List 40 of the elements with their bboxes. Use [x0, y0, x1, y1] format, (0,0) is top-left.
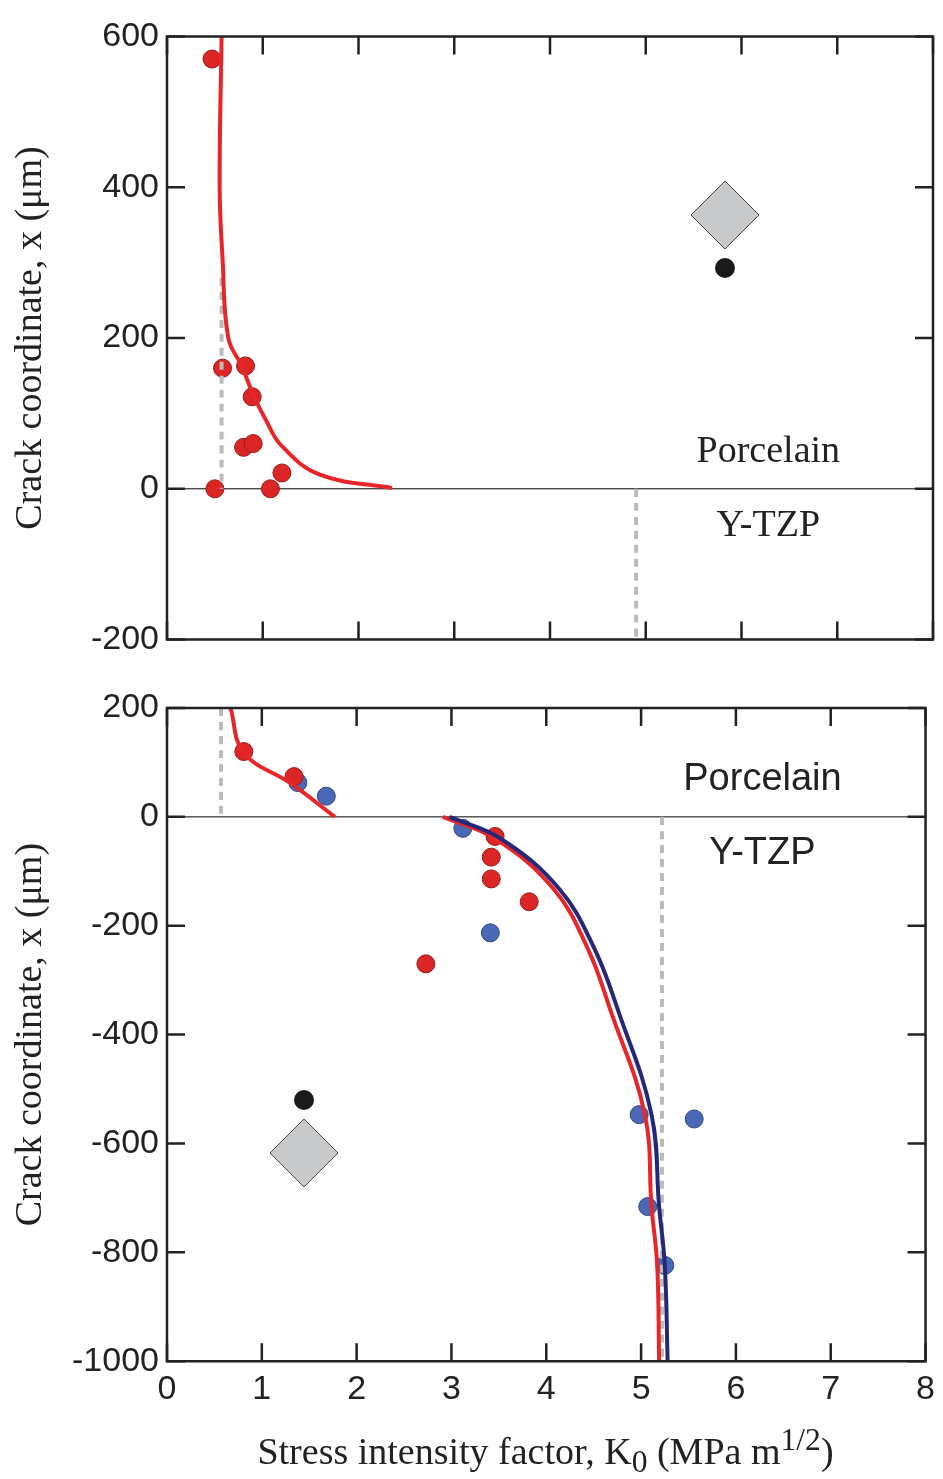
x-tick-label: 4 [536, 1367, 556, 1406]
point [202, 49, 222, 69]
x-tick-label: 7 [821, 1367, 841, 1406]
line-series [228, 708, 337, 819]
annotation: Porcelain [683, 756, 842, 799]
point [481, 869, 501, 889]
y-tick-label: -600 [90, 1121, 159, 1160]
x-tick-label: 3 [441, 1367, 461, 1406]
point [519, 892, 539, 912]
x-tick-label: 5 [631, 1367, 651, 1406]
y-axis-title: Crack coordinate, x (μm) [6, 842, 50, 1227]
y-tick-label: 600 [102, 14, 159, 53]
annotation: Porcelain [696, 427, 841, 470]
y-axis-title: Crack coordinate, x (μm) [6, 146, 50, 530]
point [260, 479, 280, 499]
y-tick-label: 0 [140, 795, 159, 834]
point [481, 847, 501, 867]
point [243, 434, 263, 454]
point [316, 786, 336, 806]
point [272, 463, 292, 483]
y-tick-label: 200 [102, 316, 159, 355]
point [684, 1109, 704, 1129]
annotation: Y-TZP [716, 501, 821, 544]
y-tick-label: -200 [90, 904, 159, 943]
annotation: Y-TZP [709, 830, 816, 873]
point [480, 923, 500, 943]
x-tick-label: 6 [726, 1367, 746, 1406]
x-tick-label: 1 [252, 1367, 272, 1406]
x-tick-label: 8 [916, 1367, 936, 1406]
y-tick-label: 200 [102, 686, 159, 725]
point [205, 479, 225, 499]
x-axis-title: Stress intensity factor, K$_{0}$ (MPa m$^{1/2}$) [256, 1422, 835, 1479]
x-tick-label: 2 [347, 1367, 367, 1406]
y-tick-label: -800 [90, 1230, 159, 1269]
y-tick-label: -1000 [72, 1339, 159, 1378]
y-tick-label: -200 [90, 617, 159, 656]
point [416, 954, 436, 974]
y-tick-label: 0 [140, 467, 159, 506]
y-tick-label: -400 [90, 1012, 159, 1051]
y-tick-label: 400 [102, 165, 159, 204]
